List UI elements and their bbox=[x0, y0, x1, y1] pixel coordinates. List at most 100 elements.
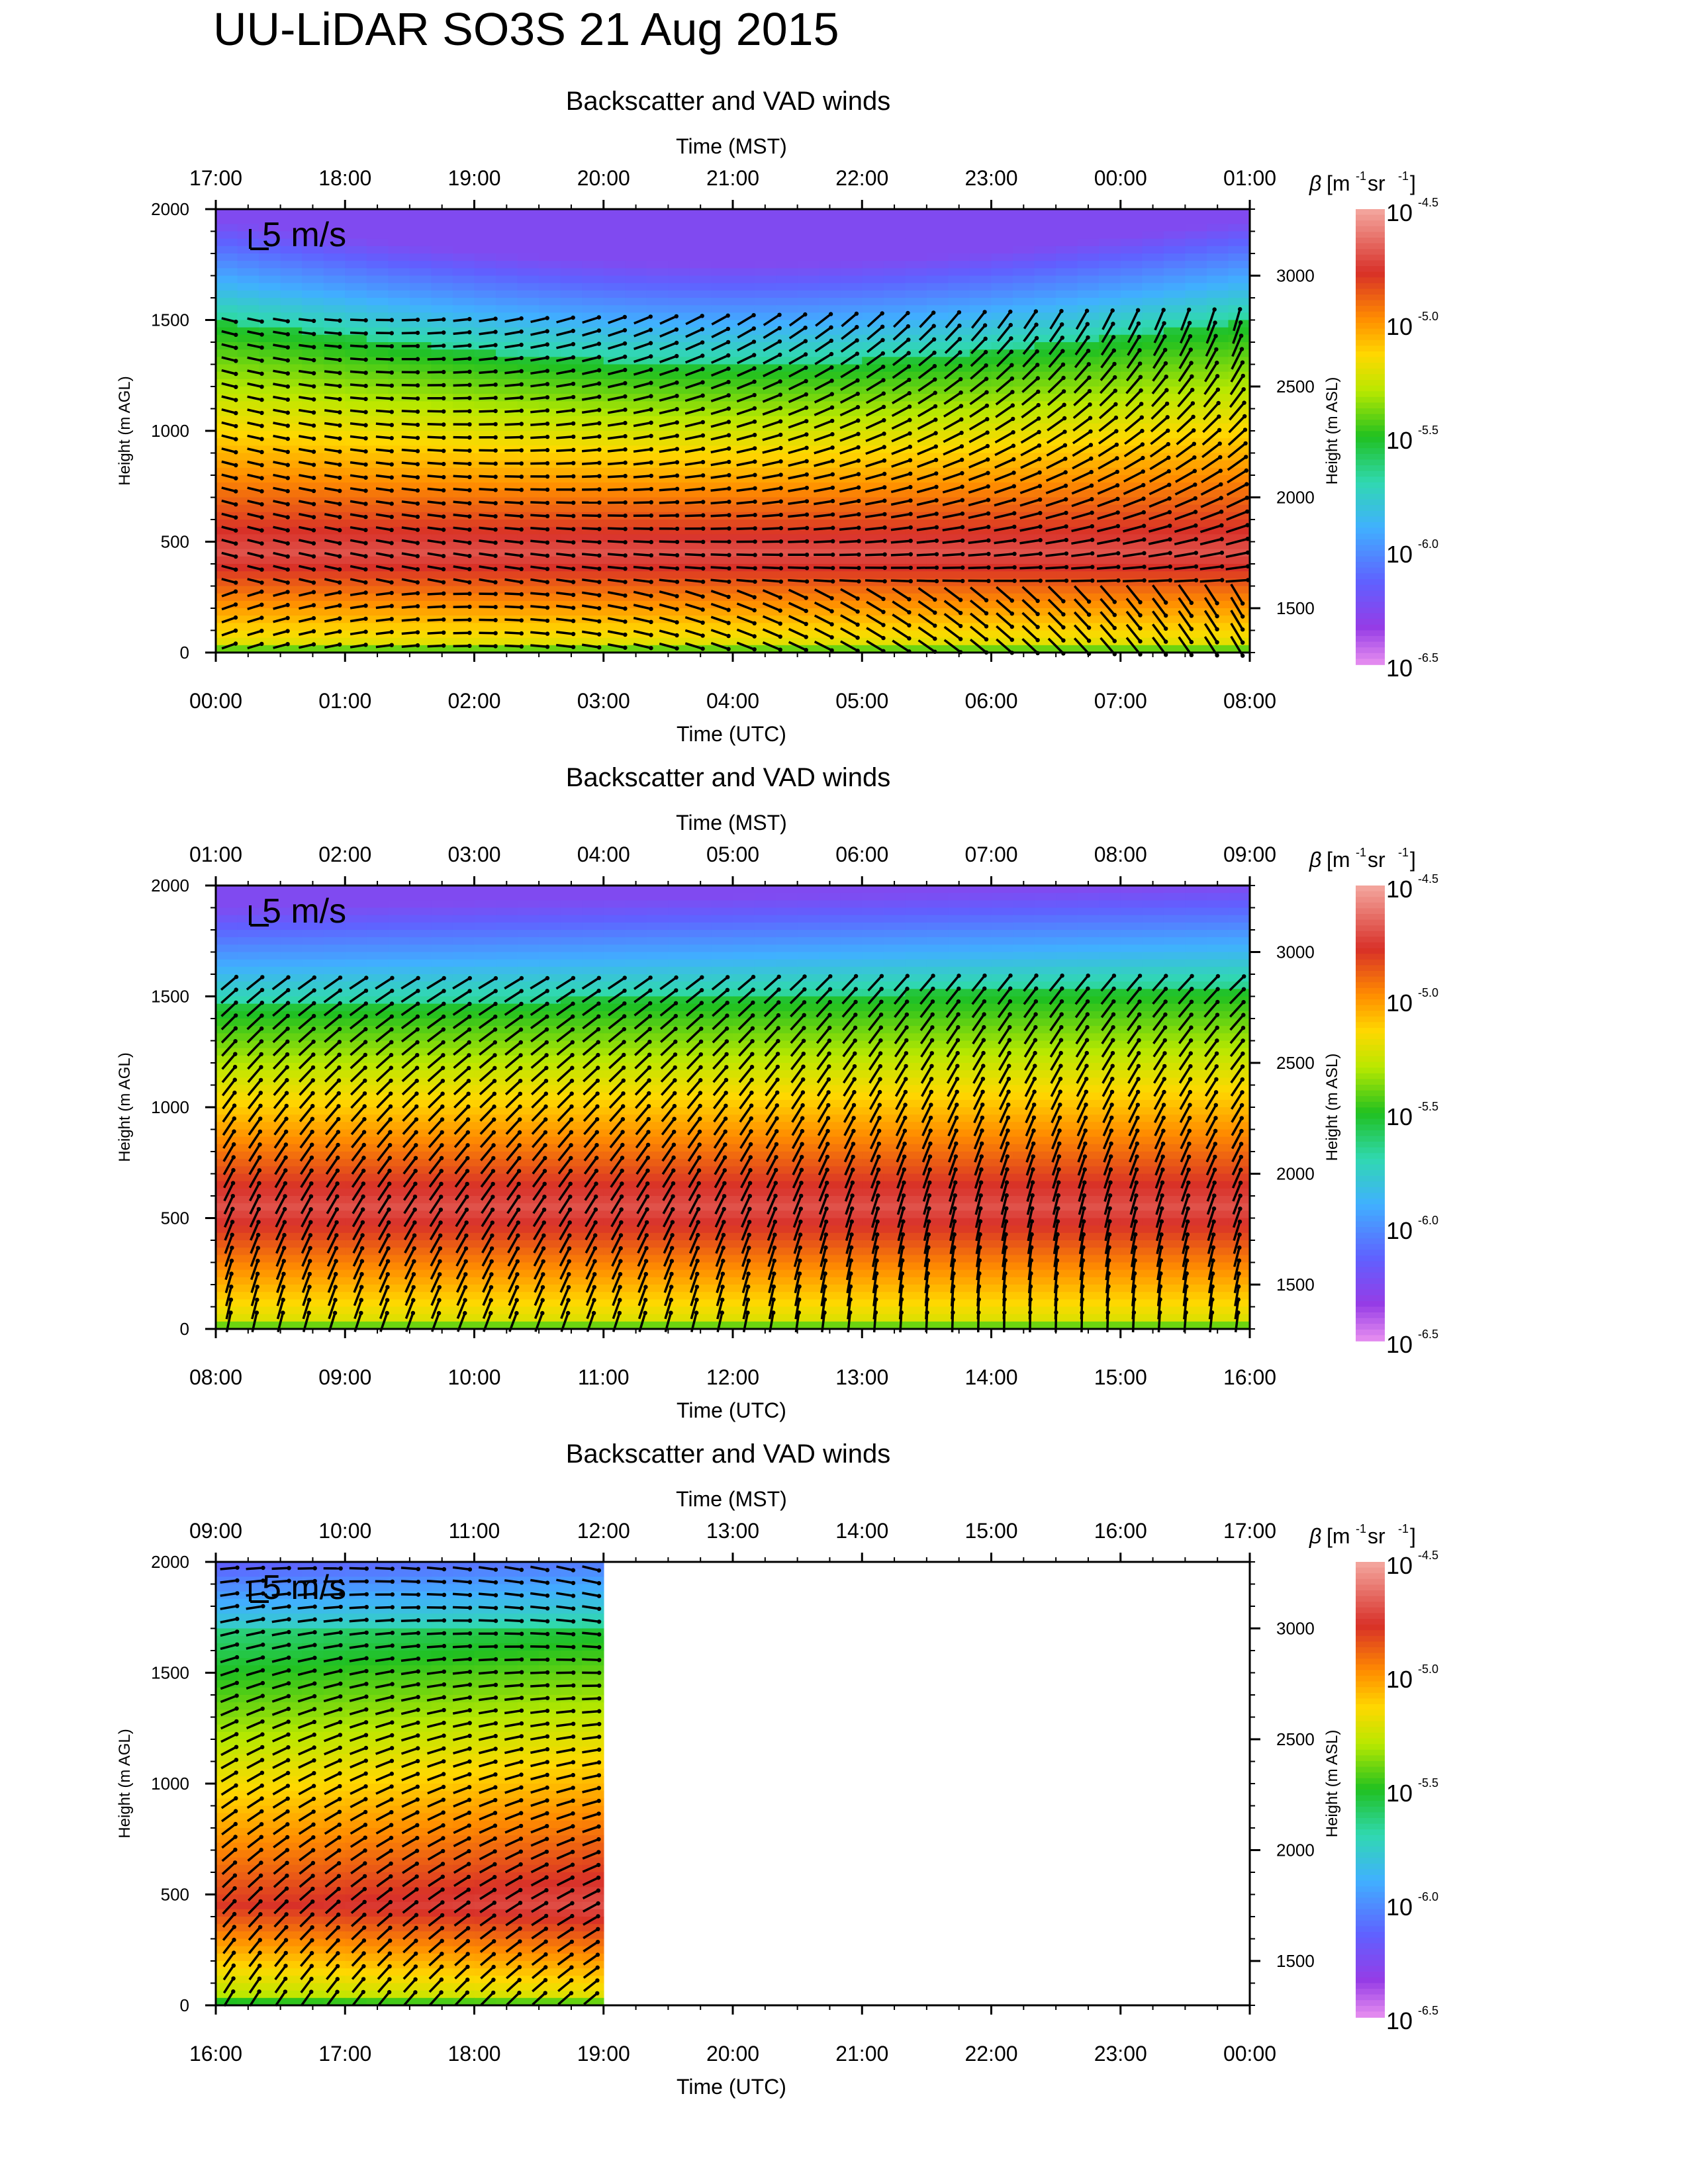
heatmap-cell bbox=[452, 290, 475, 298]
wind-arrow bbox=[247, 330, 262, 336]
wind-arrow bbox=[839, 486, 859, 493]
heatmap-cell bbox=[539, 349, 561, 358]
heatmap-cell bbox=[409, 475, 432, 483]
wind-arrow-head bbox=[467, 448, 472, 453]
wind-arrow bbox=[684, 434, 704, 441]
heatmap-cell bbox=[237, 541, 259, 550]
wind-arrow bbox=[1152, 362, 1167, 382]
wind-arrow bbox=[247, 460, 262, 467]
wind-arrow-head bbox=[1112, 600, 1117, 604]
heatmap-cell bbox=[969, 578, 992, 587]
wind-arrow-head bbox=[519, 422, 524, 426]
heatmap-cell bbox=[646, 290, 669, 298]
wind-arrow bbox=[788, 433, 807, 441]
heatmap-cell bbox=[452, 416, 475, 424]
wind-arrow-head bbox=[804, 499, 810, 504]
wind-arrow-head bbox=[675, 486, 680, 491]
heatmap-cell bbox=[280, 327, 303, 336]
heatmap-cell bbox=[1185, 371, 1207, 380]
heatmap-cell bbox=[1034, 460, 1056, 469]
heatmap-cell bbox=[560, 416, 583, 424]
wind-arrow-head bbox=[545, 382, 550, 387]
heatmap-cell bbox=[1142, 334, 1164, 343]
heatmap-cell bbox=[452, 623, 475, 631]
heatmap-cell bbox=[1185, 283, 1207, 291]
heatmap-cell bbox=[883, 268, 906, 277]
heatmap-cell bbox=[302, 327, 324, 336]
heatmap-cell bbox=[539, 253, 561, 261]
heatmap-cell bbox=[582, 253, 604, 261]
wind-arrow bbox=[891, 405, 910, 418]
heatmap-cell bbox=[754, 312, 776, 321]
heatmap-cell bbox=[646, 438, 669, 447]
wind-arrow bbox=[1071, 498, 1092, 508]
wind-arrow bbox=[865, 406, 884, 417]
heatmap-cell bbox=[496, 401, 518, 410]
wind-arrow bbox=[556, 369, 574, 375]
heatmap-cell bbox=[776, 320, 798, 328]
heatmap-cell bbox=[862, 231, 884, 240]
heatmap-cell bbox=[625, 209, 647, 217]
wind-arrow bbox=[299, 539, 314, 545]
heatmap-cell bbox=[776, 460, 798, 469]
wind-arrow bbox=[453, 475, 470, 478]
heatmap-cell bbox=[302, 246, 324, 254]
wind-arrow-head bbox=[1064, 565, 1069, 570]
wind-arrow bbox=[1019, 498, 1041, 507]
wind-arrow-head bbox=[1111, 348, 1117, 353]
heatmap-cell bbox=[409, 253, 432, 261]
heatmap-cell bbox=[388, 320, 410, 328]
wind-arrow-head bbox=[855, 378, 860, 383]
heatmap-cell bbox=[668, 209, 690, 217]
wind-arrow-head bbox=[389, 527, 394, 532]
heatmap-cell bbox=[366, 246, 389, 254]
heatmap-cell bbox=[1142, 298, 1164, 306]
heatmap-cell bbox=[1077, 541, 1100, 550]
heatmap-cell bbox=[754, 268, 776, 277]
heatmap-cell bbox=[754, 416, 776, 424]
heatmap-cell bbox=[496, 637, 518, 646]
wind-arrow-head bbox=[363, 357, 368, 362]
heatmap-cell bbox=[840, 268, 863, 277]
heatmap-cell bbox=[603, 467, 626, 476]
heatmap-cell bbox=[1163, 261, 1186, 269]
heatmap-cell bbox=[776, 541, 798, 550]
wind-arrow bbox=[684, 616, 704, 624]
wind-arrow bbox=[273, 408, 289, 414]
heatmap-cell bbox=[539, 371, 561, 380]
heatmap-cell bbox=[388, 623, 410, 631]
heatmap-cell bbox=[1120, 445, 1143, 454]
heatmap-cell bbox=[517, 438, 539, 447]
wind-arrow-head bbox=[1038, 578, 1043, 583]
heatmap-cell bbox=[452, 320, 475, 328]
heatmap-cell bbox=[1077, 571, 1100, 580]
heatmap-cell bbox=[625, 238, 647, 247]
wind-arrow bbox=[221, 382, 236, 388]
heatmap-cell bbox=[625, 275, 647, 284]
wind-arrow-head bbox=[285, 384, 290, 389]
wind-arrow bbox=[1023, 324, 1037, 342]
wind-arrow-head bbox=[441, 501, 446, 506]
wind-arrow-head bbox=[519, 329, 524, 334]
heatmap-cell bbox=[1185, 261, 1207, 269]
heatmap-cell bbox=[711, 645, 733, 653]
heatmap-cell bbox=[496, 453, 518, 461]
heatmap-cell bbox=[1099, 231, 1121, 240]
heatmap-cell bbox=[1056, 630, 1078, 639]
wind-arrow-head bbox=[804, 432, 809, 437]
heatmap-cell bbox=[539, 394, 561, 402]
heatmap-cell bbox=[496, 593, 518, 602]
heatmap-cell bbox=[689, 556, 712, 565]
heatmap-cell bbox=[948, 298, 970, 306]
heatmap-cell bbox=[646, 445, 669, 454]
heatmap-cell bbox=[1099, 475, 1121, 483]
heatmap-cell bbox=[216, 645, 238, 653]
wind-arrow-head bbox=[649, 567, 653, 571]
wind-arrow-head bbox=[259, 358, 264, 363]
heatmap-cell bbox=[1142, 394, 1164, 402]
heatmap-cell bbox=[496, 364, 518, 373]
heatmap-cell bbox=[754, 490, 776, 498]
heatmap-cell bbox=[776, 364, 798, 373]
heatmap-cell bbox=[259, 379, 281, 387]
wind-arrow-head bbox=[442, 409, 446, 414]
